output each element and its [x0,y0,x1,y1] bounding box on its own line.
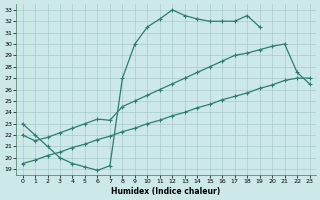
X-axis label: Humidex (Indice chaleur): Humidex (Indice chaleur) [111,187,221,196]
